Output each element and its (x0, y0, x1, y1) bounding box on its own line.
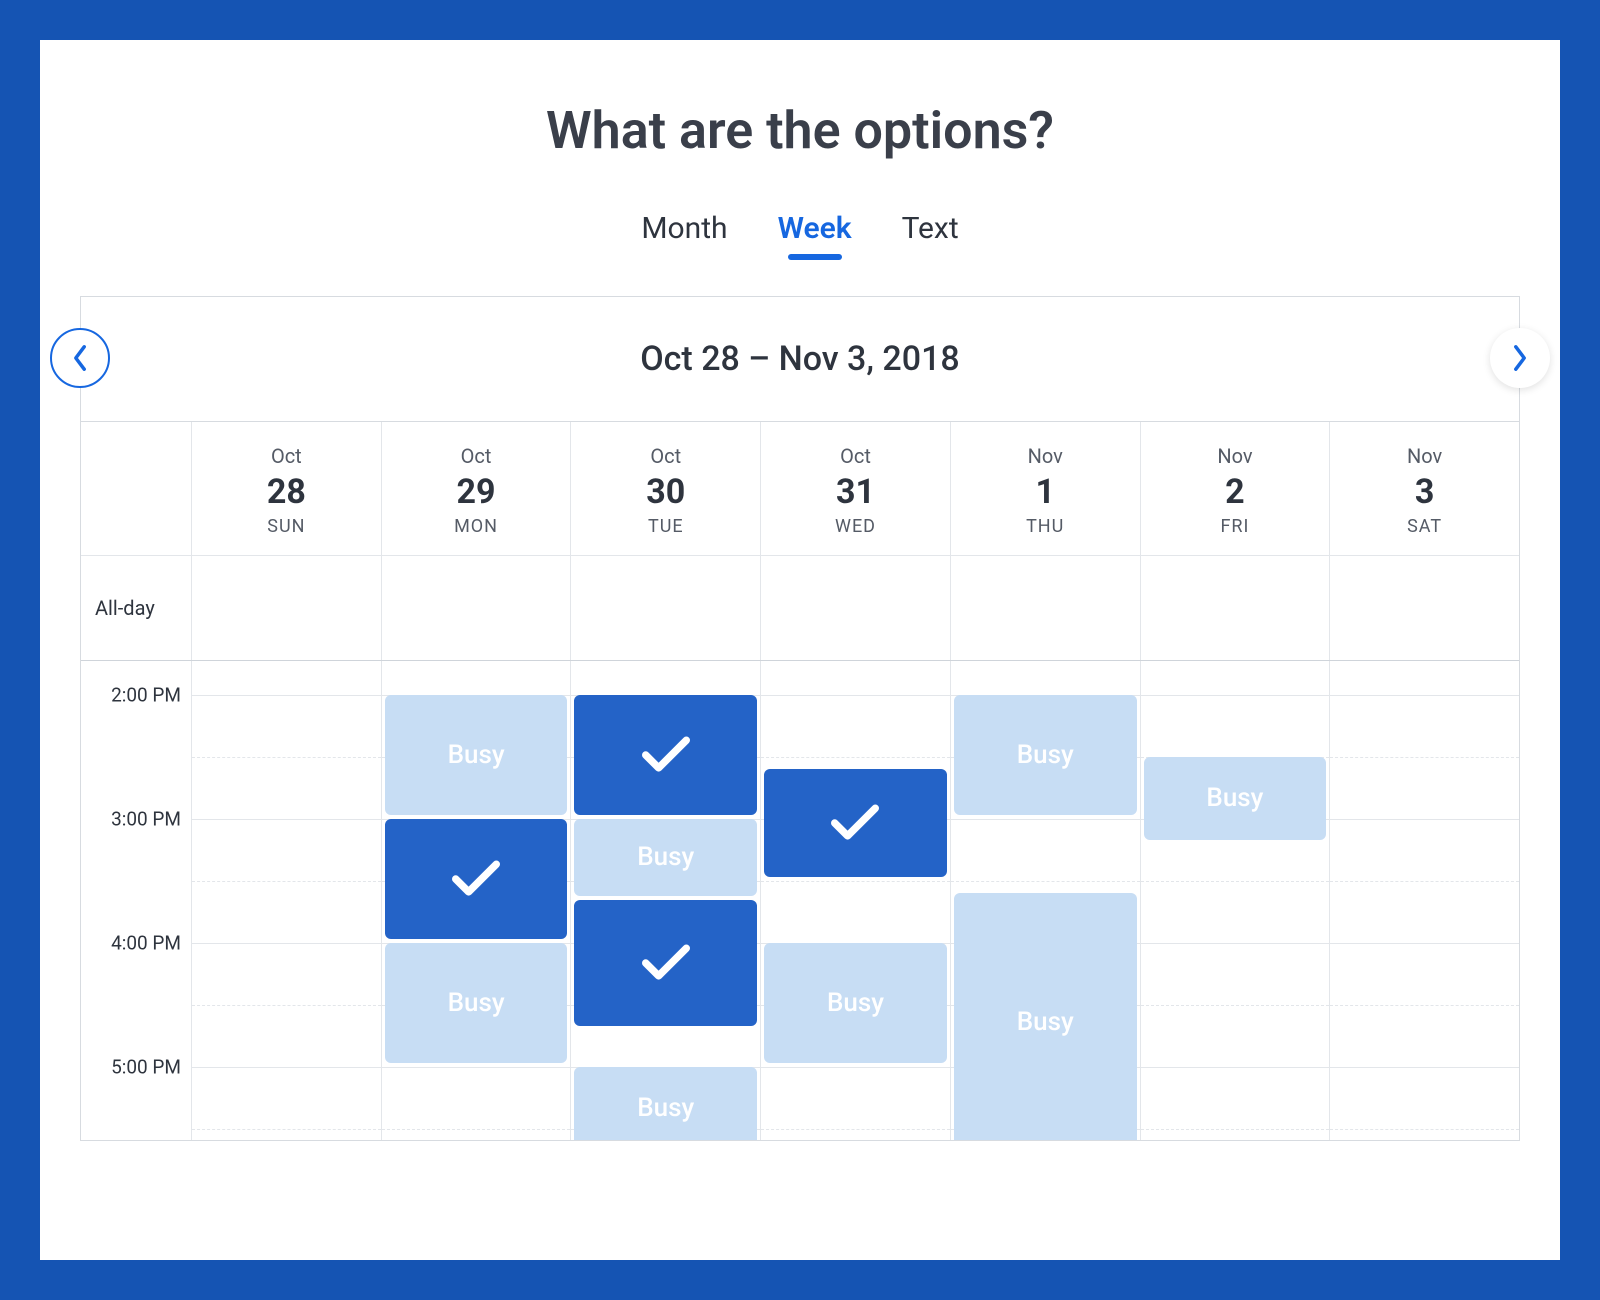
day-number: 31 (761, 472, 950, 512)
check-icon (642, 943, 690, 983)
tab-week[interactable]: Week (778, 211, 852, 256)
day-column[interactable] (1329, 661, 1519, 1140)
day-month: Nov (951, 444, 1140, 468)
time-label: 4:00 PM (111, 932, 181, 955)
allday-cell[interactable] (1140, 556, 1330, 660)
day-header[interactable]: Nov 2 FRI (1140, 422, 1330, 555)
time-label: 3:00 PM (111, 808, 181, 831)
day-header[interactable]: Oct 29 MON (381, 422, 571, 555)
check-icon (642, 735, 690, 775)
scheduling-panel: What are the options? Month Week Text Oct … (40, 40, 1560, 1260)
next-week-button[interactable] (1490, 328, 1550, 388)
page-title: What are the options? (40, 100, 1560, 161)
calendar-wrap: Oct 28 – Nov 3, 2018 Oct28SUNOct29MONOct… (80, 296, 1520, 1141)
allday-label: All-day (81, 556, 191, 660)
allday-cell[interactable] (381, 556, 571, 660)
day-month: Oct (761, 444, 950, 468)
day-header[interactable]: Oct 30 TUE (570, 422, 760, 555)
busy-event[interactable]: Busy (574, 819, 757, 896)
header-gutter (81, 422, 191, 555)
day-column[interactable]: Busy (1140, 661, 1330, 1140)
day-column[interactable]: Busy Busy (950, 661, 1140, 1140)
day-column[interactable]: Busy (760, 661, 950, 1140)
busy-event[interactable]: Busy (385, 695, 568, 815)
allday-cell[interactable] (760, 556, 950, 660)
check-icon (452, 859, 500, 899)
prev-week-button[interactable] (50, 328, 110, 388)
day-month: Nov (1141, 444, 1330, 468)
day-number: 1 (951, 472, 1140, 512)
busy-event[interactable]: Busy (1144, 757, 1327, 840)
day-of-week: FRI (1141, 516, 1330, 537)
day-column[interactable] (191, 661, 381, 1140)
day-header[interactable]: Oct 31 WED (760, 422, 950, 555)
day-number: 29 (382, 472, 571, 512)
allday-cell[interactable] (191, 556, 381, 660)
calendar-grid: Oct28SUNOct29MONOct30TUEOct31WEDNov1THUN… (80, 421, 1520, 1141)
allday-cell[interactable] (950, 556, 1140, 660)
outer-frame: What are the options? Month Week Text Oct … (0, 0, 1600, 1300)
day-of-week: WED (761, 516, 950, 537)
day-month: Nov (1330, 444, 1519, 468)
selected-slot[interactable] (574, 695, 757, 815)
time-gutter: 2:00 PM 3:00 PM 4:00 PM 5:00 PM (81, 661, 191, 1140)
allday-row: All-day (81, 555, 1519, 660)
chevron-left-icon (71, 344, 89, 372)
allday-cell[interactable] (570, 556, 760, 660)
allday-cell[interactable] (1329, 556, 1519, 660)
busy-event[interactable]: Busy (574, 1067, 757, 1140)
day-column[interactable]: Busy Busy (570, 661, 760, 1140)
time-label: 2:00 PM (111, 684, 181, 707)
selected-slot[interactable] (385, 819, 568, 939)
day-number: 3 (1330, 472, 1519, 512)
day-month: Oct (571, 444, 760, 468)
view-tabs: Month Week Text (40, 211, 1560, 256)
day-of-week: THU (951, 516, 1140, 537)
day-header[interactable]: Nov 1 THU (950, 422, 1140, 555)
day-month: Oct (382, 444, 571, 468)
day-number: 30 (571, 472, 760, 512)
day-header[interactable]: Oct 28 SUN (191, 422, 381, 555)
day-month: Oct (192, 444, 381, 468)
chevron-right-icon (1511, 344, 1529, 372)
date-range-label: Oct 28 – Nov 3, 2018 (80, 296, 1520, 421)
selected-slot[interactable] (574, 900, 757, 1026)
day-of-week: SAT (1330, 516, 1519, 537)
day-of-week: SUN (192, 516, 381, 537)
busy-event[interactable]: Busy (764, 943, 947, 1063)
tab-month[interactable]: Month (641, 211, 727, 256)
time-label: 5:00 PM (111, 1056, 181, 1079)
busy-event[interactable]: Busy (385, 943, 568, 1063)
busy-event[interactable]: Busy (954, 893, 1137, 1140)
time-body: 2:00 PM3:00 PM4:00 PM5:00 PMBusyBusyBusy… (81, 660, 1519, 1140)
day-of-week: MON (382, 516, 571, 537)
day-of-week: TUE (571, 516, 760, 537)
day-column[interactable]: Busy Busy (381, 661, 571, 1140)
day-number: 28 (192, 472, 381, 512)
tab-text[interactable]: Text (902, 211, 959, 256)
day-header[interactable]: Nov 3 SAT (1329, 422, 1519, 555)
selected-slot[interactable] (764, 769, 947, 877)
check-icon (831, 803, 879, 843)
day-number: 2 (1141, 472, 1330, 512)
busy-event[interactable]: Busy (954, 695, 1137, 815)
